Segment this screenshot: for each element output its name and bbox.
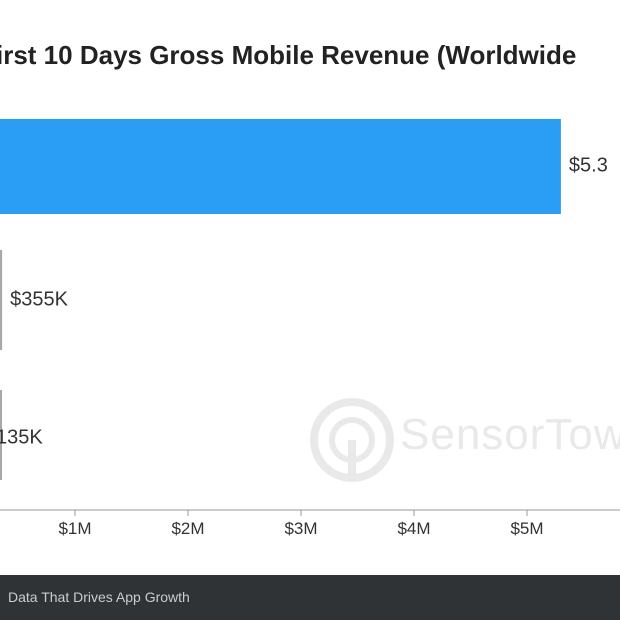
x-tick-label-1: $1M: [58, 519, 91, 538]
bar-1: [0, 119, 561, 214]
bar-2: [0, 250, 3, 350]
data-label-2: $355K: [10, 288, 68, 310]
x-tick-label-3: $3M: [284, 519, 317, 538]
x-tick-label-2: $2M: [171, 519, 204, 538]
footer-bar: Data That Drives App Growth: [0, 575, 620, 620]
data-label-3: 135K: [0, 426, 43, 448]
sensor-tower-logo-icon: [310, 398, 394, 482]
footer-text: Data That Drives App Growth: [8, 589, 190, 605]
x-tick-label-4: $4M: [397, 519, 430, 538]
bar-3: [0, 390, 2, 480]
watermark-text: SensorTow: [400, 410, 620, 459]
sensor-tower-watermark: SensorTow: [308, 396, 620, 486]
data-label-1: $5.3: [569, 154, 608, 176]
chart-title: irst 10 Days Gross Mobile Revenue (World…: [0, 40, 577, 70]
x-tick-label-5: $5M: [510, 519, 543, 538]
bar-chart: $5.3 $355K 135K $1M $2M $3M $4M $5M: [0, 119, 620, 538]
